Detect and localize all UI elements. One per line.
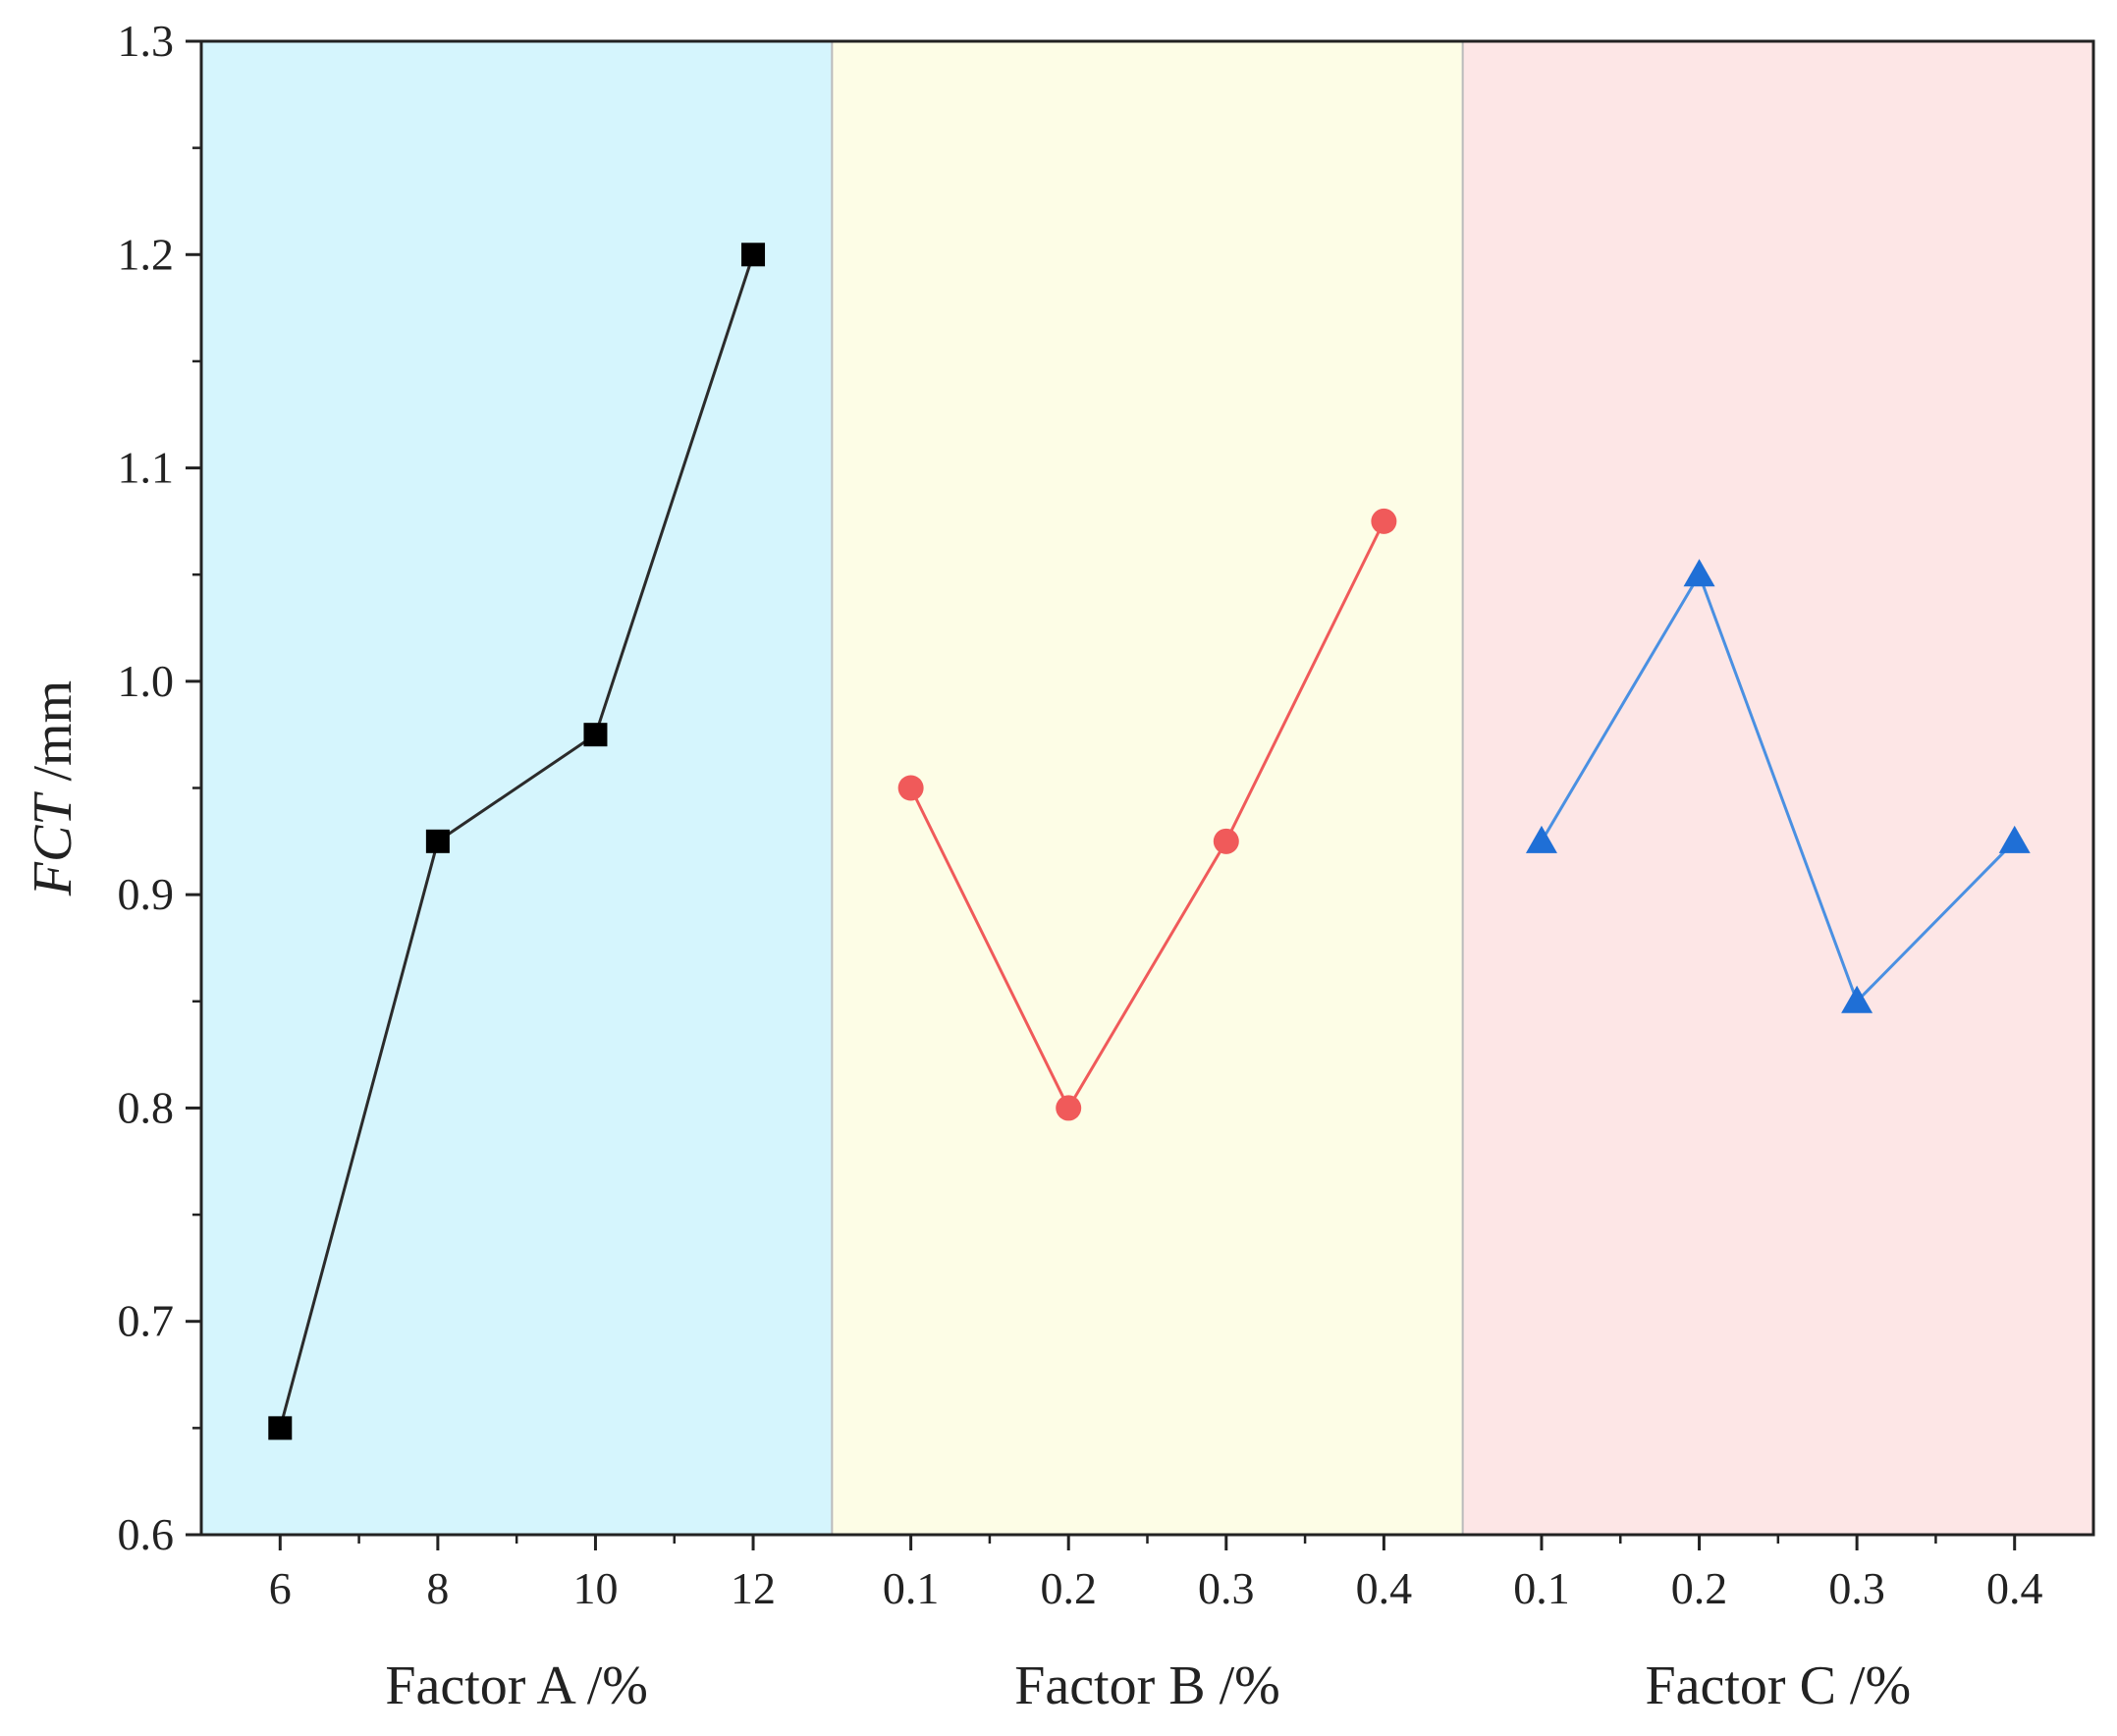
data-point	[741, 243, 766, 267]
series-3	[1525, 559, 2031, 1013]
panel-backgrounds	[201, 41, 2093, 1535]
data-point	[1683, 559, 1715, 587]
x-tick-label: 0.1	[883, 1563, 940, 1613]
data-point	[268, 1416, 293, 1440]
y-tick-label: 0.8	[118, 1082, 175, 1132]
data-point	[1841, 985, 1873, 1013]
x-tick-label: 0.4	[1356, 1563, 1413, 1613]
data-point	[425, 829, 450, 853]
series-line	[909, 520, 1385, 1112]
x-tick-label: 6	[269, 1563, 292, 1613]
series-2	[897, 508, 1397, 1121]
x-tick-label: 0.3	[1828, 1563, 1885, 1613]
x-axis-title: Factor A /%	[385, 1655, 648, 1716]
y-axis-title-unit: /mm	[23, 680, 83, 795]
y-tick-label: 0.9	[118, 869, 175, 919]
series-1	[268, 243, 766, 1440]
y-tick-label: 1.0	[118, 656, 175, 706]
series-line	[278, 253, 755, 1429]
data-point	[583, 723, 608, 747]
data-point	[1056, 1095, 1082, 1121]
x-axis: 6 8 10 12 Factor A /% 0.1 0.2 0.3 0.4 Factor B /%…	[269, 1535, 2043, 1716]
y-tick-label: 0.7	[118, 1296, 175, 1346]
data-point	[1998, 825, 2031, 853]
y-axis: 0.6 0.7 0.8 0.9 1.0 1.1 1.2 1.3	[118, 16, 201, 1559]
y-tick-label: 1.2	[118, 229, 175, 279]
data-point	[1525, 825, 1557, 853]
x-tick-label: 0.2	[1040, 1563, 1097, 1613]
x-axis-title: Factor C /%	[1646, 1655, 1912, 1716]
data-point	[1371, 508, 1397, 534]
y-tick-label: 0.6	[118, 1509, 175, 1559]
x-tick-label: 0.2	[1671, 1563, 1728, 1613]
x-tick-label: 12	[731, 1563, 776, 1613]
series-line	[1540, 570, 2016, 1004]
data-point	[1213, 828, 1239, 854]
x-tick-label: 0.4	[1986, 1563, 2043, 1613]
y-tick-label: 1.1	[118, 443, 175, 493]
x-tick-label: 0.1	[1513, 1563, 1570, 1613]
y-tick-label: 1.3	[118, 16, 175, 66]
series-layer	[268, 243, 2031, 1440]
panel-separators	[831, 41, 1464, 1535]
x-tick-label: 0.3	[1198, 1563, 1255, 1613]
data-point	[897, 775, 924, 801]
x-tick-label: 8	[426, 1563, 449, 1613]
x-axis-title: Factor B /%	[1014, 1655, 1280, 1716]
panel-background-2	[832, 41, 1463, 1535]
y-axis-title-italic: FCT	[23, 791, 83, 897]
x-tick-label: 10	[572, 1563, 618, 1613]
y-axis-title: FCT /mm	[23, 680, 83, 896]
